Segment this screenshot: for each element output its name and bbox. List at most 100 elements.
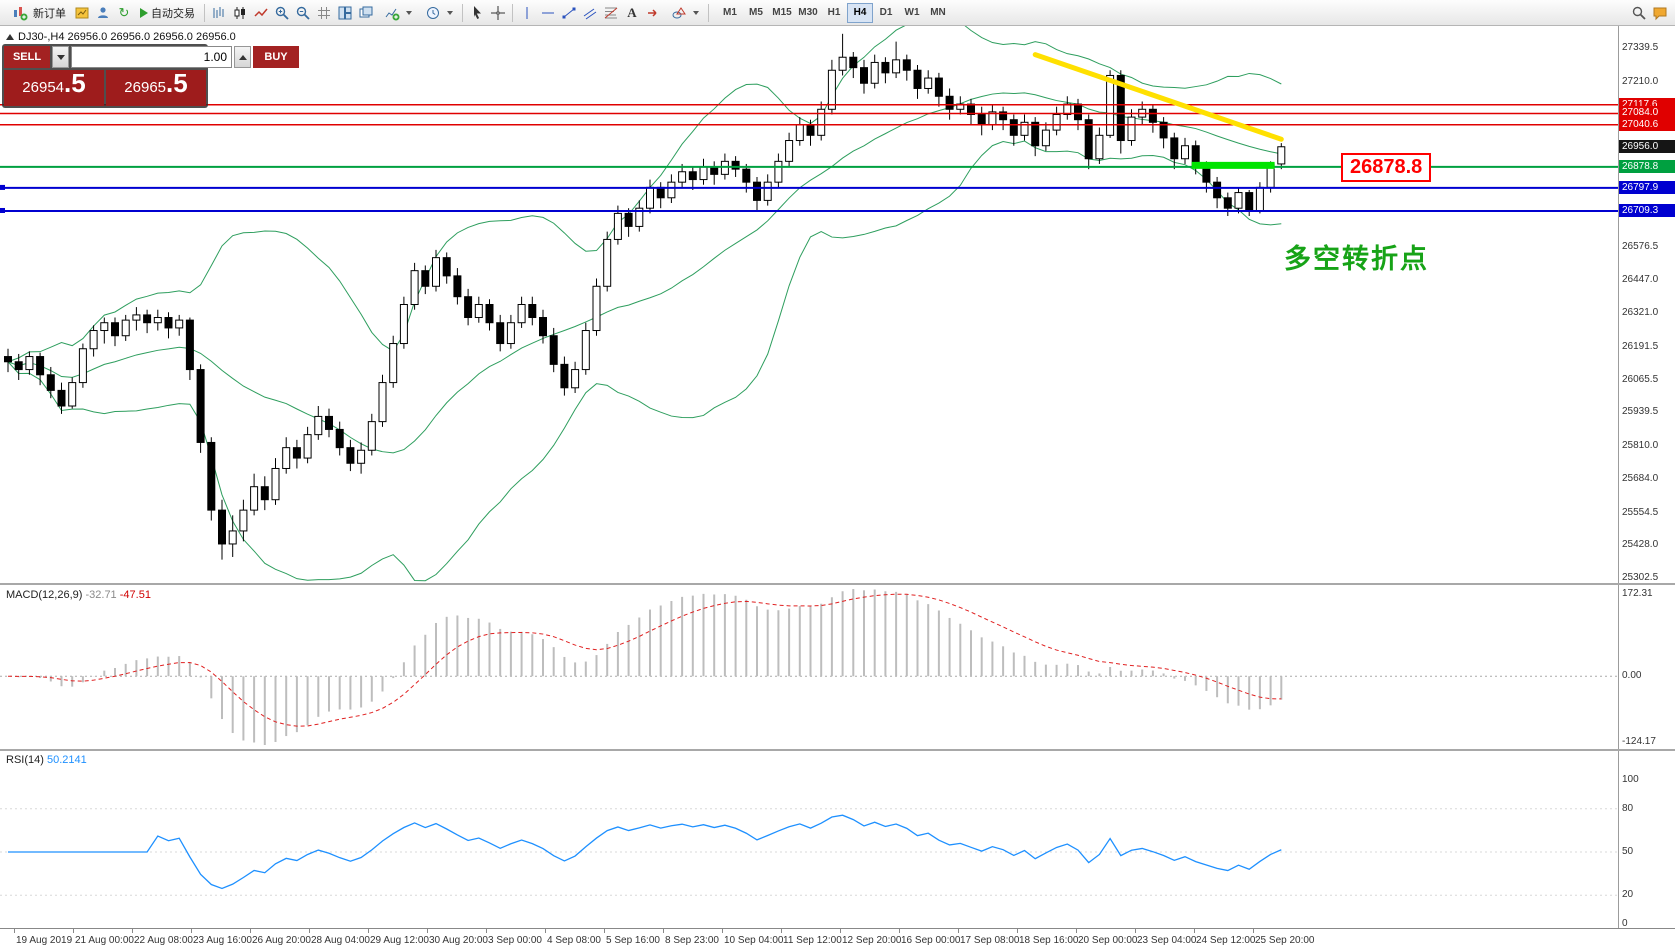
line-chart-icon[interactable] bbox=[251, 3, 271, 23]
timeframe-w1[interactable]: W1 bbox=[904, 6, 920, 18]
symbol-caret-icon[interactable] bbox=[6, 34, 14, 40]
candle-body bbox=[1213, 181, 1222, 199]
time-label: 25 Sep 20:00 bbox=[1255, 935, 1315, 946]
candle-body bbox=[924, 77, 933, 89]
buy-price-display[interactable]: 26965 .5 bbox=[106, 70, 206, 106]
candle-body bbox=[528, 304, 537, 319]
time-axis[interactable]: 19 Aug 2019 21 Aug 00:00 22 Aug 08:00 23 Au… bbox=[0, 928, 1675, 951]
new-order-icon bbox=[10, 3, 30, 23]
candle-body bbox=[517, 304, 526, 324]
zoom-in-icon[interactable] bbox=[272, 3, 292, 23]
candle-body bbox=[827, 69, 836, 110]
candlestick-chart-icon[interactable] bbox=[230, 3, 250, 23]
candle-body bbox=[346, 447, 355, 464]
search-icon[interactable] bbox=[1629, 3, 1649, 23]
profile-icon[interactable] bbox=[72, 3, 92, 23]
toolbar-separator bbox=[512, 3, 513, 22]
candle-body bbox=[57, 389, 66, 407]
timeframe-h4[interactable]: H4 bbox=[847, 2, 873, 23]
candle-body bbox=[485, 304, 494, 324]
fibonacci-tool-icon[interactable] bbox=[601, 3, 621, 23]
cascade-windows-icon[interactable] bbox=[356, 3, 376, 23]
candle-body bbox=[1009, 119, 1018, 136]
zoom-out-icon[interactable] bbox=[293, 3, 313, 23]
timeframe-m30[interactable]: M30 bbox=[798, 6, 818, 18]
macd-scale-bottom: -124.17 bbox=[1622, 736, 1656, 747]
candle-body bbox=[1255, 186, 1264, 212]
candle-body bbox=[539, 317, 547, 337]
sell-price-display[interactable]: 26954 .5 bbox=[4, 70, 104, 106]
community-icon[interactable] bbox=[93, 3, 113, 23]
vertical-line-tool-icon[interactable] bbox=[517, 3, 537, 23]
time-label: 29 Aug 12:00 bbox=[370, 935, 429, 946]
time-tick bbox=[1253, 929, 1254, 933]
bar-chart-icon[interactable] bbox=[209, 3, 229, 23]
time-tick bbox=[14, 929, 15, 933]
candle-body bbox=[624, 212, 633, 227]
chat-icon[interactable] bbox=[1650, 3, 1670, 23]
descending-trendline[interactable] bbox=[1032, 52, 1284, 142]
rsi-panel-splitter[interactable] bbox=[0, 749, 1675, 751]
indicators-button[interactable] bbox=[377, 2, 417, 24]
text-tool-icon[interactable]: A bbox=[622, 3, 642, 23]
timeframe-d1[interactable]: D1 bbox=[879, 6, 893, 18]
chart-annotation-text[interactable]: 多空转折点 bbox=[1284, 244, 1429, 274]
price-mark: 26878.8 bbox=[1619, 159, 1675, 173]
cursor-icon[interactable] bbox=[467, 3, 487, 23]
chevron-down-icon bbox=[693, 10, 699, 15]
line-handle[interactable] bbox=[0, 184, 5, 190]
toolbar: 新订单 ↻ 自动交易 bbox=[0, 0, 1675, 26]
timeframe-m1[interactable]: M1 bbox=[723, 6, 737, 18]
refresh-icon[interactable]: ↻ bbox=[114, 3, 134, 23]
new-order-button[interactable]: 新订单 bbox=[5, 2, 71, 24]
chevron-down-icon bbox=[447, 10, 453, 15]
chevron-down-icon bbox=[406, 10, 412, 15]
channel-tool-icon[interactable] bbox=[580, 3, 600, 23]
candle-body bbox=[870, 61, 879, 84]
sell-button[interactable]: SELL bbox=[4, 46, 50, 68]
candle-body bbox=[902, 59, 911, 71]
trendline-tool-icon[interactable] bbox=[559, 3, 579, 23]
grid-icon[interactable] bbox=[314, 3, 334, 23]
rsi-scale-label: 80 bbox=[1622, 802, 1634, 814]
buy-price-pips: .5 bbox=[166, 68, 188, 98]
timeframe-mn[interactable]: MN bbox=[930, 6, 946, 18]
volume-decrease-button[interactable] bbox=[52, 46, 69, 68]
candle-body bbox=[143, 314, 152, 324]
time-tick bbox=[899, 929, 900, 933]
shapes-button[interactable] bbox=[664, 2, 704, 24]
time-label: 19 Aug 2019 bbox=[16, 935, 73, 946]
candle-body bbox=[239, 509, 248, 532]
macd-scale-top: 172.31 bbox=[1622, 588, 1653, 599]
periods-button[interactable] bbox=[418, 2, 458, 24]
bollinger-lower-band bbox=[7, 140, 1282, 582]
rsi-scale-label: 50 bbox=[1622, 845, 1634, 857]
macd-main-value: -32.71 bbox=[85, 589, 117, 601]
price-callout-label[interactable]: 26878.8 bbox=[1341, 153, 1432, 182]
time-tick bbox=[191, 929, 192, 933]
auto-trading-button[interactable]: 自动交易 bbox=[135, 2, 200, 24]
arrow-tool-icon[interactable] bbox=[643, 3, 663, 23]
timeframe-h1[interactable]: H1 bbox=[827, 6, 841, 18]
candle-body bbox=[464, 296, 473, 319]
crosshair-icon[interactable] bbox=[488, 3, 508, 23]
horizontal-line-tool-icon[interactable] bbox=[538, 3, 558, 23]
timeframe-m5[interactable]: M5 bbox=[749, 6, 763, 18]
candle-body bbox=[603, 238, 612, 287]
macd-panel-splitter[interactable] bbox=[0, 583, 1675, 585]
volume-increase-button[interactable] bbox=[234, 46, 251, 68]
buy-button[interactable]: BUY bbox=[253, 46, 299, 68]
chart-info-line: DJ30-,H4 26956.0 26956.0 26956.0 26956.0 bbox=[6, 31, 236, 43]
volume-input[interactable] bbox=[71, 46, 232, 68]
time-label: 21 Aug 00:00 bbox=[75, 935, 134, 946]
time-tick bbox=[722, 929, 723, 933]
line-handle[interactable] bbox=[0, 207, 5, 213]
candle-body bbox=[1116, 74, 1125, 142]
candle-body bbox=[164, 317, 173, 329]
timeframe-m15[interactable]: M15 bbox=[772, 6, 792, 18]
tile-windows-icon[interactable] bbox=[335, 3, 355, 23]
highlight-zone[interactable] bbox=[1191, 161, 1275, 169]
candle-body bbox=[1127, 116, 1136, 142]
price-mark: 26709.3 bbox=[1619, 203, 1675, 217]
